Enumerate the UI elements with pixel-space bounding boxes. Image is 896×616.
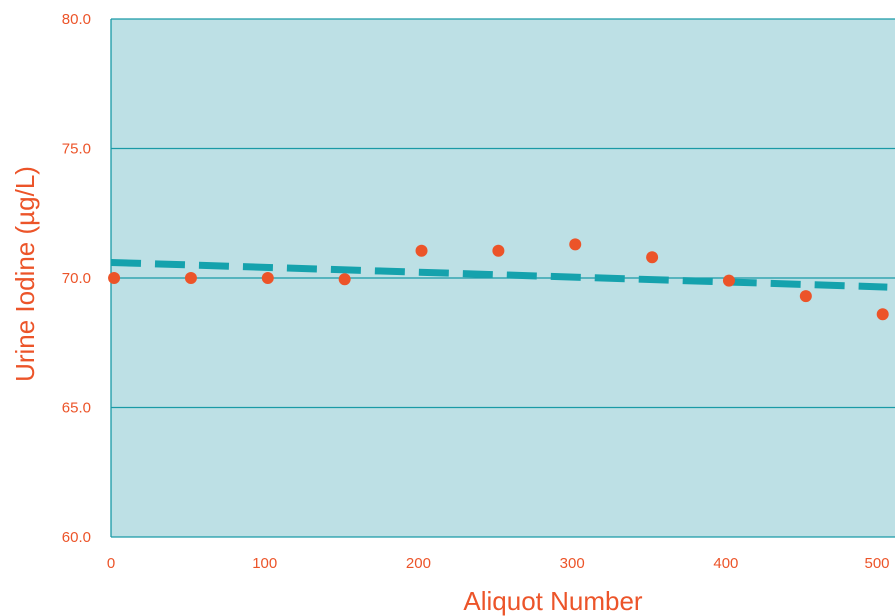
data-point (415, 244, 428, 257)
data-point (646, 251, 659, 264)
data-point (569, 238, 582, 251)
data-point (722, 274, 735, 287)
data-point (338, 273, 351, 286)
x-tick-label: 0 (107, 555, 115, 572)
data-point (799, 290, 812, 303)
x-tick-label: 300 (560, 555, 585, 572)
x-tick-label: 100 (252, 555, 277, 572)
x-tick-label: 200 (406, 555, 431, 572)
x-tick-label: 400 (713, 555, 738, 572)
data-point (876, 308, 889, 321)
x-tick-labels: 0 100 200 300 400 500 (107, 555, 890, 572)
y-tick-label: 65.0 (62, 400, 91, 417)
grid-lines (111, 18, 895, 409)
y-tick-labels: 60.0 65.0 70.0 75.0 80.0 (62, 11, 91, 546)
y-tick-label: 60.0 (62, 529, 91, 546)
y-tick-label: 80.0 (62, 11, 91, 28)
y-tick-label: 70.0 (62, 270, 91, 287)
data-point (492, 244, 505, 257)
data-point (184, 272, 197, 284)
data-point (261, 272, 274, 284)
x-axis-title: Aliquot Number (463, 586, 643, 616)
data-points (108, 238, 889, 321)
x-tick-label: 500 (864, 555, 889, 572)
y-axis-title: Urine Iodine (µg/L) (10, 166, 40, 382)
data-point (108, 272, 121, 284)
y-tick-label: 75.0 (62, 141, 91, 158)
